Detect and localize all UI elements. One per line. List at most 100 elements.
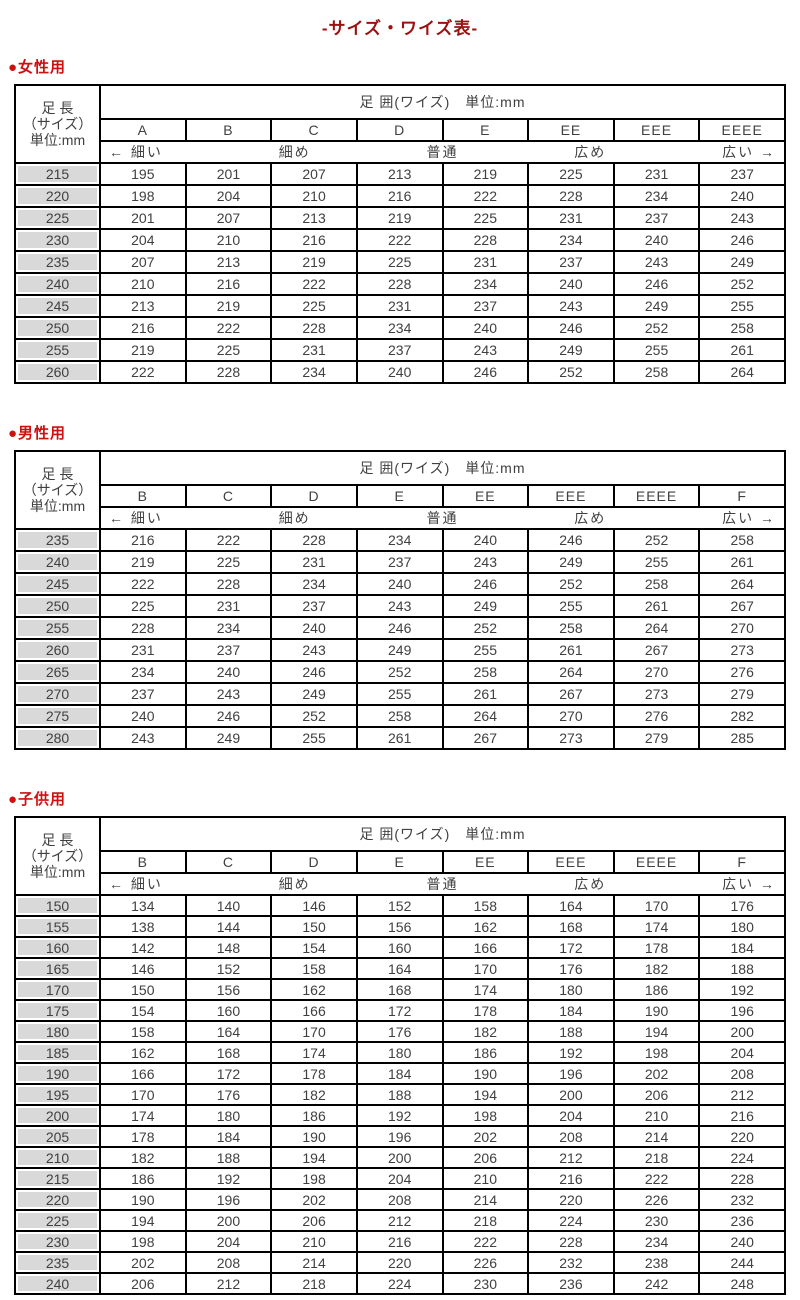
width-scale-label: 普通 <box>426 876 459 892</box>
size-row: 190 166 172 178 184 190 196 202 208 <box>14 1062 786 1085</box>
foot-size-cell: 220 <box>14 184 101 208</box>
girth-value-cell: 182 <box>270 1083 358 1106</box>
girth-value-cell: 158 <box>99 1020 187 1043</box>
girth-value-cell: 168 <box>184 1041 273 1064</box>
girth-value-cell: 234 <box>612 1230 701 1253</box>
girth-value-cell: 196 <box>355 1125 444 1148</box>
girth-value-cell: 252 <box>612 316 701 340</box>
width-scale-cell: ← 細い 細め 普通 広め 広い → <box>99 140 786 164</box>
girth-value-cell: 204 <box>698 1041 786 1064</box>
girth-value-cell: 228 <box>698 1167 786 1190</box>
size-row: 185 162 168 174 180 186 192 198 204 <box>14 1041 786 1064</box>
girth-value-cell: 160 <box>184 999 273 1022</box>
girth-value-cell: 226 <box>612 1188 701 1211</box>
girth-value-cell: 264 <box>698 360 786 384</box>
girth-value-cell: 237 <box>270 594 358 618</box>
girth-value-cell: 231 <box>527 206 615 230</box>
girth-value-cell: 158 <box>270 957 358 980</box>
girth-value-cell: 244 <box>698 1251 786 1274</box>
girth-value-cell: 240 <box>355 360 444 384</box>
girth-value-cell: 164 <box>527 894 615 917</box>
size-row: 180 158 164 170 176 182 188 194 200 <box>14 1020 786 1043</box>
girth-value-cell: 246 <box>527 528 615 552</box>
girth-value-cell: 166 <box>99 1062 187 1085</box>
tables-root: ●女性用足 長（サイズ） 単位:mm 足 囲(ワイズ) 単位:mm A B C D E EE EE… <box>0 58 800 1295</box>
girth-value-cell: 219 <box>99 550 187 574</box>
width-scale-label: 広い → <box>722 876 776 892</box>
girth-value-cell: 180 <box>355 1041 444 1064</box>
girth-value-cell: 166 <box>441 936 530 959</box>
girth-value-cell: 195 <box>99 162 187 186</box>
girth-value-cell: 172 <box>527 936 615 959</box>
girth-value-cell: 237 <box>99 682 187 706</box>
girth-value-cell: 188 <box>698 957 786 980</box>
girth-value-cell: 228 <box>527 184 615 208</box>
girth-value-cell: 228 <box>184 572 273 596</box>
girth-value-cell: 180 <box>527 978 615 1001</box>
girth-value-cell: 200 <box>355 1146 444 1169</box>
girth-value-cell: 184 <box>698 936 786 959</box>
girth-value-cell: 246 <box>355 616 444 640</box>
width-letter-cell: B <box>184 118 273 142</box>
size-row: 210 182 188 194 200 206 212 218 224 <box>14 1146 786 1169</box>
size-row: 270 237 243 249 255 261 267 273 279 <box>14 682 786 706</box>
girth-value-cell: 210 <box>99 272 187 296</box>
girth-value-cell: 273 <box>698 638 786 662</box>
size-row: 220 190 196 202 208 214 220 226 232 <box>14 1188 786 1211</box>
girth-value-cell: 231 <box>355 294 444 318</box>
size-row: 150 134 140 146 152 158 164 170 176 <box>14 894 786 917</box>
foot-size-cell: 155 <box>14 915 101 938</box>
girth-value-cell: 243 <box>441 338 530 362</box>
foot-size-cell: 165 <box>14 957 101 980</box>
girth-value-cell: 243 <box>355 594 444 618</box>
foot-size-cell: 175 <box>14 999 101 1022</box>
foot-size-cell: 240 <box>14 1272 101 1295</box>
girth-value-cell: 264 <box>698 572 786 596</box>
width-letter-cell: EEEE <box>612 850 701 874</box>
girth-value-cell: 148 <box>184 936 273 959</box>
foot-size-cell: 260 <box>14 638 101 662</box>
girth-value-cell: 224 <box>698 1146 786 1169</box>
width-scale-row: ← 細い 細め 普通 広め 広い → <box>15 506 786 530</box>
foot-size-cell: 215 <box>14 1167 101 1190</box>
girth-value-cell: 222 <box>270 272 358 296</box>
girth-value-cell: 225 <box>270 294 358 318</box>
girth-value-cell: 246 <box>270 660 358 684</box>
girth-value-cell: 188 <box>184 1146 273 1169</box>
girth-value-cell: 258 <box>612 572 701 596</box>
girth-value-cell: 201 <box>99 206 187 230</box>
foot-length-header-line: 足 長 <box>41 100 74 116</box>
girth-value-cell: 138 <box>99 915 187 938</box>
girth-value-cell: 264 <box>441 704 530 728</box>
girth-value-cell: 192 <box>184 1167 273 1190</box>
girth-value-cell: 210 <box>184 228 273 252</box>
girth-value-cell: 249 <box>698 250 786 274</box>
girth-value-cell: 246 <box>612 272 701 296</box>
girth-value-cell: 276 <box>698 660 786 684</box>
girth-value-cell: 228 <box>441 228 530 252</box>
size-table-section-women: ●女性用足 長（サイズ） 単位:mm 足 囲(ワイズ) 単位:mm A B C D E EE EE… <box>0 58 800 384</box>
girth-value-cell: 200 <box>698 1020 786 1043</box>
girth-value-cell: 202 <box>612 1062 701 1085</box>
girth-value-cell: 182 <box>441 1020 530 1043</box>
girth-value-cell: 228 <box>355 272 444 296</box>
girth-value-cell: 226 <box>441 1251 530 1274</box>
girth-value-cell: 222 <box>99 572 187 596</box>
girth-value-cell: 240 <box>270 616 358 640</box>
girth-value-cell: 252 <box>355 660 444 684</box>
girth-value-cell: 212 <box>184 1272 273 1295</box>
girth-value-cell: 225 <box>99 594 187 618</box>
width-letter-cell: D <box>270 484 358 508</box>
girth-value-cell: 174 <box>612 915 701 938</box>
girth-value-cell: 273 <box>527 726 615 750</box>
girth-value-cell: 255 <box>441 638 530 662</box>
girth-value-cell: 230 <box>612 1209 701 1232</box>
girth-value-cell: 249 <box>184 726 273 750</box>
width-letter-cell: A <box>99 118 187 142</box>
girth-value-cell: 216 <box>270 228 358 252</box>
foot-size-cell: 185 <box>14 1041 101 1064</box>
girth-value-cell: 216 <box>99 316 187 340</box>
girth-value-cell: 237 <box>355 338 444 362</box>
girth-value-cell: 243 <box>184 682 273 706</box>
girth-value-cell: 234 <box>99 660 187 684</box>
